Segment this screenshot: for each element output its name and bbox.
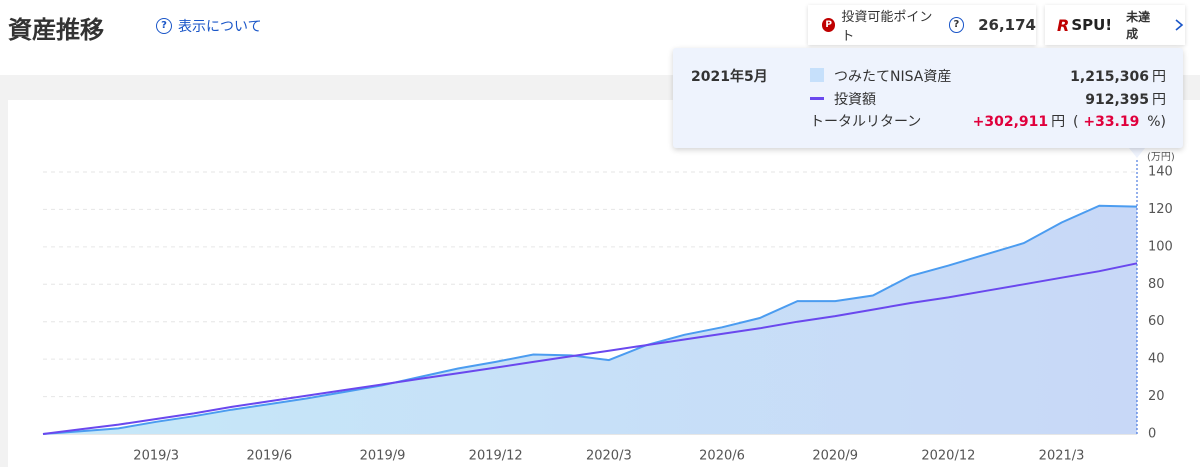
help-icon: ?: [156, 18, 172, 34]
value: +302,911: [972, 114, 1049, 130]
points-help-icon[interactable]: ?: [948, 17, 965, 33]
value: 912,395: [1085, 92, 1149, 108]
value: 1,215,306: [1070, 69, 1149, 85]
tooltip-row: つみたてNISA資産 1,215,306 円: [810, 66, 1166, 86]
y-tick-label: 60: [1148, 314, 1165, 329]
x-tick-label: 2020/9: [812, 449, 858, 464]
tooltip-row: トータルリターン +302,911 円 ( +33.19 %): [810, 111, 1166, 131]
x-tick-label: 2019/3: [133, 449, 179, 464]
points-box: P 投資可能ポイント ? 26,174: [808, 5, 1036, 45]
legend-name: 投資額: [834, 92, 876, 108]
legend-name: つみたてNISA資産: [834, 69, 952, 85]
help-link[interactable]: ? 表示について: [156, 16, 262, 36]
x-tick-label: 2020/12: [921, 449, 975, 464]
y-tick-label: 20: [1148, 389, 1165, 404]
y-tick-label: 120: [1148, 202, 1173, 217]
tooltip: 2021年5月 つみたてNISA資産 1,215,306 円 投資額 912,39…: [673, 48, 1183, 148]
page-title: 資産推移: [8, 16, 104, 44]
area-fill: [43, 205, 1137, 434]
help-link-text[interactable]: 表示について: [178, 19, 262, 35]
spu-logo-mark: R: [1057, 15, 1070, 35]
unit: 円: [1152, 92, 1166, 108]
paren: (: [1073, 114, 1079, 130]
spu-box[interactable]: R SPU! 未達成: [1045, 5, 1185, 45]
x-tick-label: 2021/3: [1039, 449, 1085, 464]
return-pct: +33.19: [1083, 114, 1140, 130]
points-label: 投資可能ポイント: [841, 10, 933, 44]
y-tick-label: 0: [1148, 427, 1156, 442]
spu-status: 未達成: [1126, 10, 1151, 41]
y-unit: (万円): [1147, 152, 1175, 163]
x-tick-label: 2019/12: [469, 449, 523, 464]
unit: 円: [1051, 114, 1066, 130]
x-tick-label: 2020/6: [699, 449, 745, 464]
legend-swatch: [810, 68, 824, 82]
x-tick-label: 2020/3: [586, 449, 632, 464]
x-tick-label: 2019/9: [360, 449, 406, 464]
tooltip-date: 2021年5月: [691, 69, 768, 85]
series-line: [42, 204, 1138, 435]
unit: 円: [1152, 69, 1166, 85]
points-value: 26,174: [978, 16, 1036, 34]
y-tick-label: 80: [1148, 277, 1165, 292]
return-label: トータルリターン: [810, 114, 922, 130]
y-tick-label: 40: [1148, 352, 1165, 367]
tooltip-row: 投資額 912,395 円: [810, 89, 1166, 109]
series-line: [42, 262, 1138, 435]
x-tick-label: 2019/6: [246, 449, 292, 464]
y-tick-label: 140: [1148, 165, 1173, 180]
return-value: +302,911 円 ( +33.19 %): [973, 111, 1166, 131]
spu-logo: SPU!: [1071, 16, 1113, 34]
tooltip-value: 1,215,306 円: [1070, 66, 1166, 86]
y-tick-label: 100: [1148, 239, 1173, 254]
tooltip-pointer: [1129, 148, 1145, 158]
tooltip-value: 912,395 円: [1085, 89, 1166, 109]
legend-swatch: [810, 97, 824, 100]
points-icon: P: [822, 18, 836, 32]
pct-unit: %): [1147, 114, 1166, 130]
chevron: [1175, 19, 1184, 31]
